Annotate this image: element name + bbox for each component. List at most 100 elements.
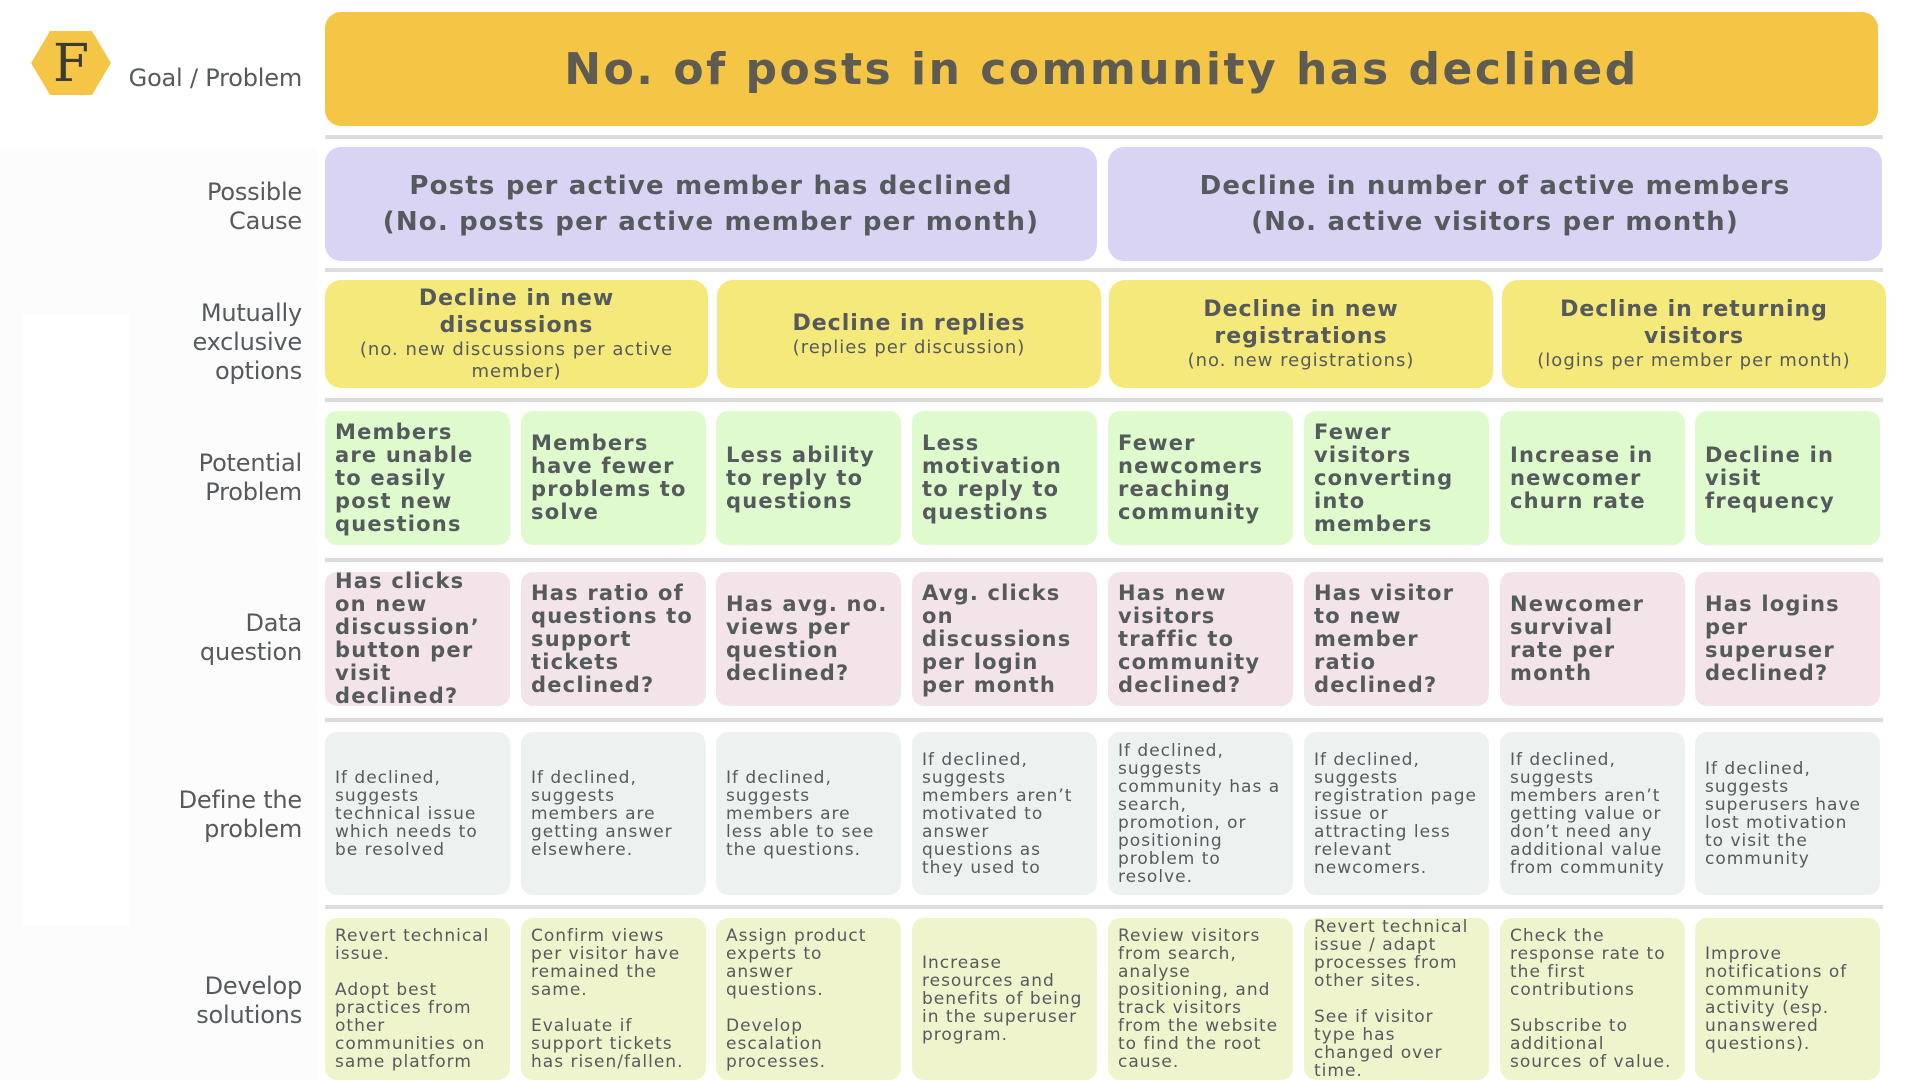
definition-text: If declined, suggests members are less a… [726, 767, 875, 860]
solution-text: Develop escalation processes. [726, 1016, 827, 1072]
row-divider [325, 135, 1883, 139]
problem-text: Fewer newcomers reaching community [1118, 431, 1264, 524]
problem-cell: Decline in visit frequency [1695, 411, 1880, 545]
solution-text: Improve notifications of community activ… [1705, 944, 1848, 1054]
problem-cell: Less ability to reply to questions [716, 411, 901, 545]
option-subtitle: (no. new discussions per active member) [359, 339, 674, 382]
question-text: Has avg. no. views per question declined… [726, 592, 888, 685]
question-cell: Has avg. no. views per question declined… [716, 572, 901, 706]
question-text: Has visitor to new member ratio declined… [1314, 580, 1455, 697]
solution-text: Check the response rate to the first con… [1510, 926, 1666, 1000]
row-label-line: options [215, 356, 302, 385]
solution-cell: Assign product experts to answer questio… [716, 918, 901, 1080]
definition-text: If declined, suggests superusers have lo… [1705, 758, 1861, 869]
question-cell: Has visitor to new member ratio declined… [1304, 572, 1489, 706]
definition-text: If declined, suggests registration page … [1314, 749, 1477, 878]
problem-text: Fewer visitors converting into members [1314, 419, 1454, 536]
question-cell: Has ratio of questions to support ticket… [521, 572, 706, 706]
goal-text: No. of posts in community has declined [564, 43, 1639, 95]
definition-text: If declined, suggests members are gettin… [531, 767, 673, 860]
definition-text: If declined, suggests members aren’t mot… [922, 749, 1073, 878]
row-divider [325, 268, 1883, 272]
row-divider [325, 558, 1883, 562]
definition-cell: If declined, suggests technical issue wh… [325, 732, 510, 895]
problem-cell: Members are unable to easily post new qu… [325, 411, 510, 545]
solution-text: Assign product experts to answer questio… [726, 926, 867, 1000]
problem-text: Members have fewer problems to solve [531, 431, 687, 524]
problem-text: Less motivation to reply to questions [922, 431, 1063, 524]
solution-cell: Confirm views per visitor have remained … [521, 918, 706, 1080]
definition-cell: If declined, suggests members aren’t mot… [912, 732, 1097, 895]
row-label-define: Define the problem [120, 784, 303, 846]
definition-text: If declined, suggests technical issue wh… [335, 767, 478, 860]
definition-cell: If declined, suggests registration page … [1304, 732, 1489, 895]
row-label-line: Problem [205, 478, 302, 506]
solution-cell: Review visitors from search, analyse pos… [1108, 918, 1293, 1080]
row-label-line: Possible [206, 178, 302, 206]
solution-text: Confirm views per visitor have remained … [531, 926, 681, 1000]
definition-cell: If declined, suggests members aren’t get… [1500, 732, 1685, 895]
solution-text: Increase resources and benefits of being… [922, 953, 1083, 1045]
question-cell: Avg. clicks on discussions per login per… [912, 572, 1097, 706]
row-label-goal-text: Goal / Problem [128, 63, 303, 92]
solution-cell: Revert technical issue / adapt processes… [1304, 918, 1489, 1080]
row-label-options: Mutually exclusive options [120, 297, 302, 387]
goal-box: No. of posts in community has declined [325, 12, 1878, 126]
solution-text: Review visitors from search, analyse pos… [1118, 926, 1279, 1072]
solution-text: Adopt best practices from other communit… [335, 980, 486, 1072]
option-box: Decline in returning visitors (logins pe… [1502, 280, 1886, 388]
question-text: Has new visitors traffic to community de… [1118, 580, 1261, 697]
row-label-line: question [199, 638, 302, 666]
question-cell: Newcomer survival rate per month [1500, 572, 1685, 706]
solution-text: Revert technical issue / adapt processes… [1314, 917, 1469, 991]
definition-cell: If declined, suggests superusers have lo… [1695, 732, 1880, 895]
cause-title: Decline in number of active members [1199, 171, 1791, 201]
row-label-solutions: Develop solutions [120, 970, 302, 1032]
row-label-line: Develop [204, 972, 303, 1000]
problem-text: Less ability to reply to questions [726, 442, 875, 513]
question-cell: Has clicks on new discussion’ button per… [325, 570, 510, 708]
solution-text: Subscribe to additional sources of value… [1510, 1016, 1672, 1072]
row-divider [325, 398, 1883, 402]
option-title: Decline in new discussions [418, 286, 615, 338]
left-white-panel [23, 315, 129, 925]
question-text: Avg. clicks on discussions per login per… [922, 580, 1072, 697]
problem-cell: Members have fewer problems to solve [521, 411, 706, 545]
problem-cell: Fewer visitors converting into members [1304, 411, 1489, 545]
problem-text: Decline in visit frequency [1705, 442, 1835, 513]
row-label-question: Data question [120, 607, 302, 669]
definition-text: If declined, suggests community has a se… [1118, 740, 1281, 887]
row-label-line: exclusive [192, 327, 302, 356]
row-label-line: Cause [229, 207, 302, 235]
problem-cell: Fewer newcomers reaching community [1108, 411, 1293, 545]
definition-cell: If declined, suggests members are less a… [716, 732, 901, 895]
row-label-goal: Goal / Problem [120, 60, 303, 96]
problem-cell: Less motivation to reply to questions [912, 411, 1097, 545]
question-text: Newcomer survival rate per month [1510, 592, 1645, 685]
solution-cell: Revert technical issue. Adopt best pract… [325, 918, 510, 1080]
row-label-line: Mutually [200, 298, 302, 327]
question-cell: Has logins per superuser declined? [1695, 572, 1880, 706]
solution-text: See if visitor type has changed over tim… [1314, 1007, 1443, 1081]
question-cell: Has new visitors traffic to community de… [1108, 572, 1293, 706]
hexagon-logo-icon: F [31, 31, 111, 95]
row-label-line: Potential [198, 449, 303, 477]
row-label-line: problem [204, 815, 302, 843]
row-label-line: Data [245, 609, 302, 637]
option-title: Decline in returning visitors [1560, 297, 1828, 349]
option-subtitle: (logins per member per month) [1537, 350, 1851, 371]
definition-cell: If declined, suggests members are gettin… [521, 732, 706, 895]
problem-text: Increase in newcomer churn rate [1510, 442, 1654, 513]
definition-text: If declined, suggests members aren’t get… [1510, 749, 1665, 878]
problem-text: Members are unable to easily post new qu… [335, 419, 474, 536]
question-text: Has ratio of questions to support ticket… [531, 580, 694, 697]
row-label-cause: Possible Cause [120, 176, 302, 238]
option-box: Decline in new registrations (no. new re… [1109, 280, 1493, 388]
cause-box: Posts per active member has declined (No… [325, 147, 1097, 261]
solution-text: Revert technical issue. [335, 926, 490, 964]
option-box: Decline in replies (replies per discussi… [717, 280, 1101, 388]
solution-cell: Check the response rate to the first con… [1500, 918, 1685, 1080]
cause-subtitle: (No. posts per active member per month) [382, 207, 1040, 237]
row-divider [325, 718, 1883, 722]
row-label-problem: Potential Problem [120, 447, 303, 509]
